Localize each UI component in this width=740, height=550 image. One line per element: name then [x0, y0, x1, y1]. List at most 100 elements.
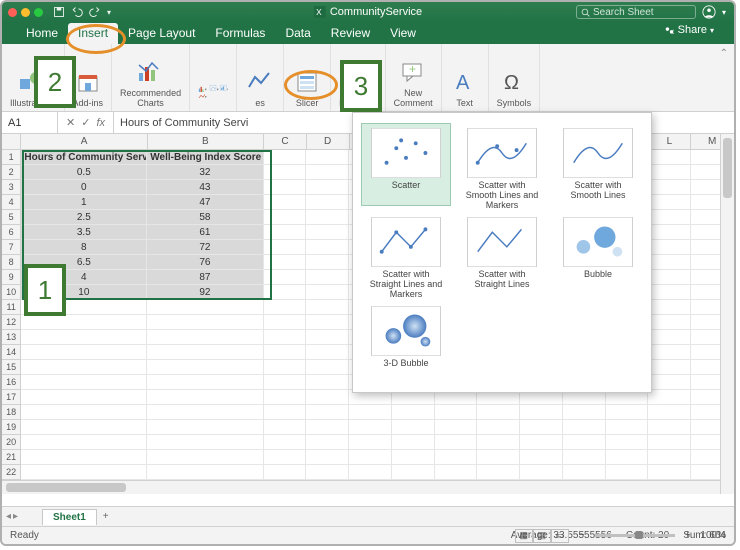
cell[interactable]	[349, 450, 392, 465]
col-header-C[interactable]: C	[264, 134, 307, 149]
search-sheet[interactable]: Search Sheet	[576, 5, 696, 19]
chart-option-scatter-smooth-markers[interactable]: Scatter with Smooth Lines and Markers	[457, 123, 547, 206]
col-header-A[interactable]: A	[21, 134, 147, 149]
cell[interactable]	[648, 195, 691, 210]
cell[interactable]	[264, 315, 307, 330]
cell[interactable]	[306, 240, 349, 255]
cell[interactable]	[392, 465, 435, 480]
row-header[interactable]: 17	[2, 390, 21, 405]
zoom-in-button[interactable]: +	[685, 530, 691, 541]
cell[interactable]	[648, 165, 691, 180]
cell[interactable]	[264, 210, 307, 225]
cell[interactable]	[306, 210, 349, 225]
cell[interactable]	[648, 465, 691, 480]
row-header[interactable]: 4	[2, 195, 21, 210]
cell[interactable]	[264, 285, 307, 300]
cell[interactable]: 61	[147, 225, 263, 240]
row-header[interactable]: 6	[2, 225, 21, 240]
cell[interactable]	[435, 450, 478, 465]
cell[interactable]	[21, 360, 147, 375]
cell[interactable]	[264, 165, 307, 180]
cell[interactable]	[648, 180, 691, 195]
cell[interactable]	[648, 150, 691, 165]
chart-option-scatter-dots[interactable]: Scatter	[361, 123, 451, 206]
cell[interactable]	[648, 300, 691, 315]
name-box[interactable]: A1	[2, 112, 58, 133]
cell[interactable]	[147, 345, 263, 360]
cell[interactable]	[392, 435, 435, 450]
close-dot[interactable]	[8, 8, 17, 17]
row-header[interactable]: 10	[2, 285, 21, 300]
cell[interactable]	[306, 360, 349, 375]
save-icon[interactable]	[53, 6, 65, 18]
ribbon-symbols[interactable]: ΩSymbols	[489, 44, 541, 111]
cell[interactable]	[477, 420, 520, 435]
row-header[interactable]: 13	[2, 330, 21, 345]
cell[interactable]	[520, 420, 563, 435]
cell[interactable]	[147, 315, 263, 330]
chart-option-scatter-straight-markers[interactable]: Scatter with Straight Lines and Markers	[361, 212, 451, 295]
cell[interactable]	[306, 375, 349, 390]
view-buttons[interactable]: ▦▤▭	[515, 529, 569, 543]
sheet-tab[interactable]: Sheet1	[42, 509, 97, 525]
cell[interactable]	[21, 330, 147, 345]
cell[interactable]	[264, 240, 307, 255]
tab-view[interactable]: View	[380, 23, 426, 44]
cancel-icon[interactable]: ✕	[66, 116, 75, 129]
cell[interactable]	[306, 465, 349, 480]
cell[interactable]	[264, 150, 307, 165]
cell[interactable]	[648, 330, 691, 345]
cell[interactable]	[606, 450, 649, 465]
cell[interactable]	[477, 435, 520, 450]
cell[interactable]	[306, 330, 349, 345]
scatter-chart-dropdown[interactable]: ScatterScatter with Smooth Lines and Mar…	[352, 112, 652, 393]
share-button[interactable]: Share ▾	[664, 24, 714, 36]
row-header[interactable]: 7	[2, 240, 21, 255]
tab-home[interactable]: Home	[16, 23, 68, 44]
cell[interactable]	[147, 360, 263, 375]
cell[interactable]	[147, 375, 263, 390]
cell[interactable]: 1	[21, 195, 147, 210]
cell[interactable]	[648, 420, 691, 435]
cell[interactable]: 92	[147, 285, 263, 300]
cell[interactable]	[648, 345, 691, 360]
cell[interactable]	[606, 420, 649, 435]
cell[interactable]	[21, 315, 147, 330]
cell[interactable]	[606, 465, 649, 480]
cell[interactable]	[306, 225, 349, 240]
cell[interactable]	[648, 405, 691, 420]
cell[interactable]: 72	[147, 240, 263, 255]
row-header[interactable]: 12	[2, 315, 21, 330]
cell[interactable]	[435, 435, 478, 450]
cell[interactable]	[648, 315, 691, 330]
cell[interactable]	[306, 420, 349, 435]
horizontal-scrollbar[interactable]	[2, 480, 720, 494]
cell[interactable]: Well-Being Index Score	[147, 150, 263, 165]
cell[interactable]	[349, 465, 392, 480]
cell[interactable]	[520, 450, 563, 465]
cell[interactable]	[392, 420, 435, 435]
cell[interactable]	[349, 435, 392, 450]
cell[interactable]	[520, 435, 563, 450]
cell[interactable]	[563, 435, 606, 450]
cell[interactable]	[306, 270, 349, 285]
cell[interactable]	[306, 390, 349, 405]
cell[interactable]	[306, 285, 349, 300]
cell[interactable]: 47	[147, 195, 263, 210]
cell[interactable]: 0.5	[21, 165, 147, 180]
formula-text[interactable]: Hours of Community Servi	[114, 117, 248, 129]
cell[interactable]	[21, 345, 147, 360]
row-header[interactable]: 20	[2, 435, 21, 450]
cell[interactable]	[264, 270, 307, 285]
cell[interactable]	[648, 375, 691, 390]
title-caret-icon[interactable]: ▾	[722, 8, 726, 17]
cell[interactable]	[264, 465, 307, 480]
cell[interactable]	[306, 300, 349, 315]
cell[interactable]	[306, 435, 349, 450]
formula-controls[interactable]: ✕ ✓ fx	[58, 112, 114, 133]
cell[interactable]	[264, 375, 307, 390]
cell[interactable]: 0	[21, 180, 147, 195]
cell[interactable]	[648, 435, 691, 450]
cell[interactable]	[147, 420, 263, 435]
cell[interactable]	[606, 405, 649, 420]
